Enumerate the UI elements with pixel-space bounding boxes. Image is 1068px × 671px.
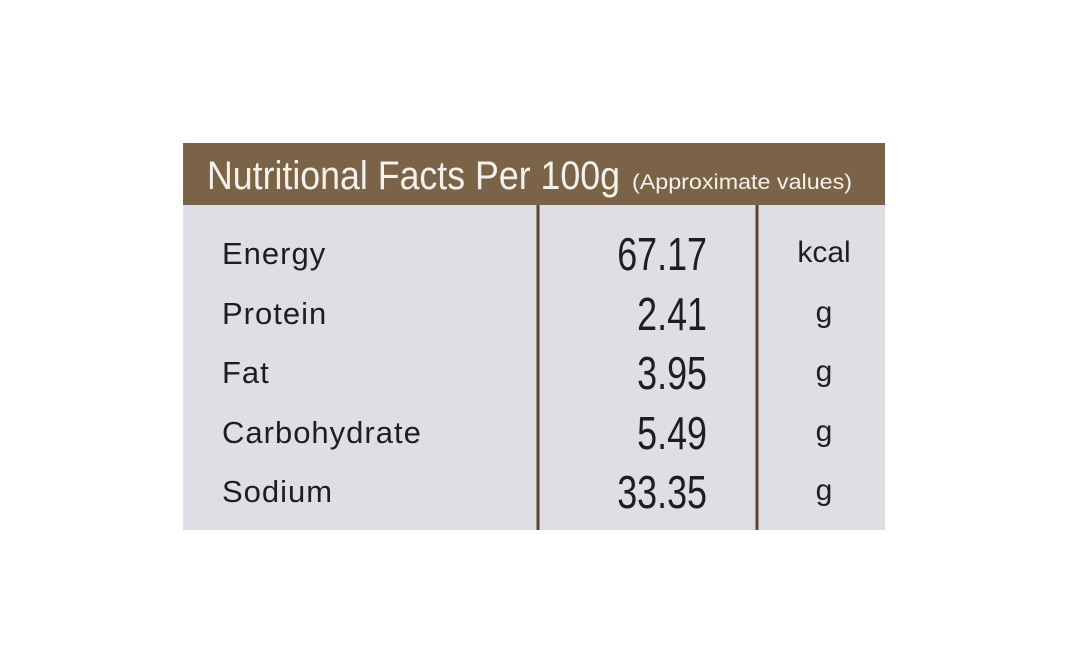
nutrient-unit: g <box>816 355 833 388</box>
nutrient-name: Carbohydrate <box>222 415 422 450</box>
nutrient-value: 67.17 <box>617 229 707 280</box>
header-title: Nutritional Facts Per 100g <box>207 154 620 198</box>
nutrient-name: Energy <box>222 236 326 271</box>
value-cell: 3.95 <box>637 348 707 399</box>
value-cell: 67.17 <box>617 229 707 280</box>
nutrient-value: 5.49 <box>637 408 707 459</box>
nutrient-name: Sodium <box>222 474 333 509</box>
nutrient-unit: kcal <box>797 236 850 269</box>
nutrient-name: Protein <box>222 296 327 331</box>
nutrient-value: 2.41 <box>637 289 707 340</box>
value-cell: 2.41 <box>637 289 707 340</box>
value-cell: 5.49 <box>637 408 707 459</box>
nutrient-unit: g <box>816 474 833 507</box>
header-band <box>183 143 885 205</box>
value-cell: 33.35 <box>617 467 707 518</box>
nutrient-unit: g <box>816 296 833 329</box>
nutrient-value: 33.35 <box>617 467 707 518</box>
header-note: (Approximate values) <box>632 171 852 194</box>
nutrient-name: Fat <box>222 355 270 390</box>
table-body <box>183 143 885 530</box>
nutrient-unit: g <box>816 415 833 448</box>
nutrient-value: 3.95 <box>637 348 707 399</box>
